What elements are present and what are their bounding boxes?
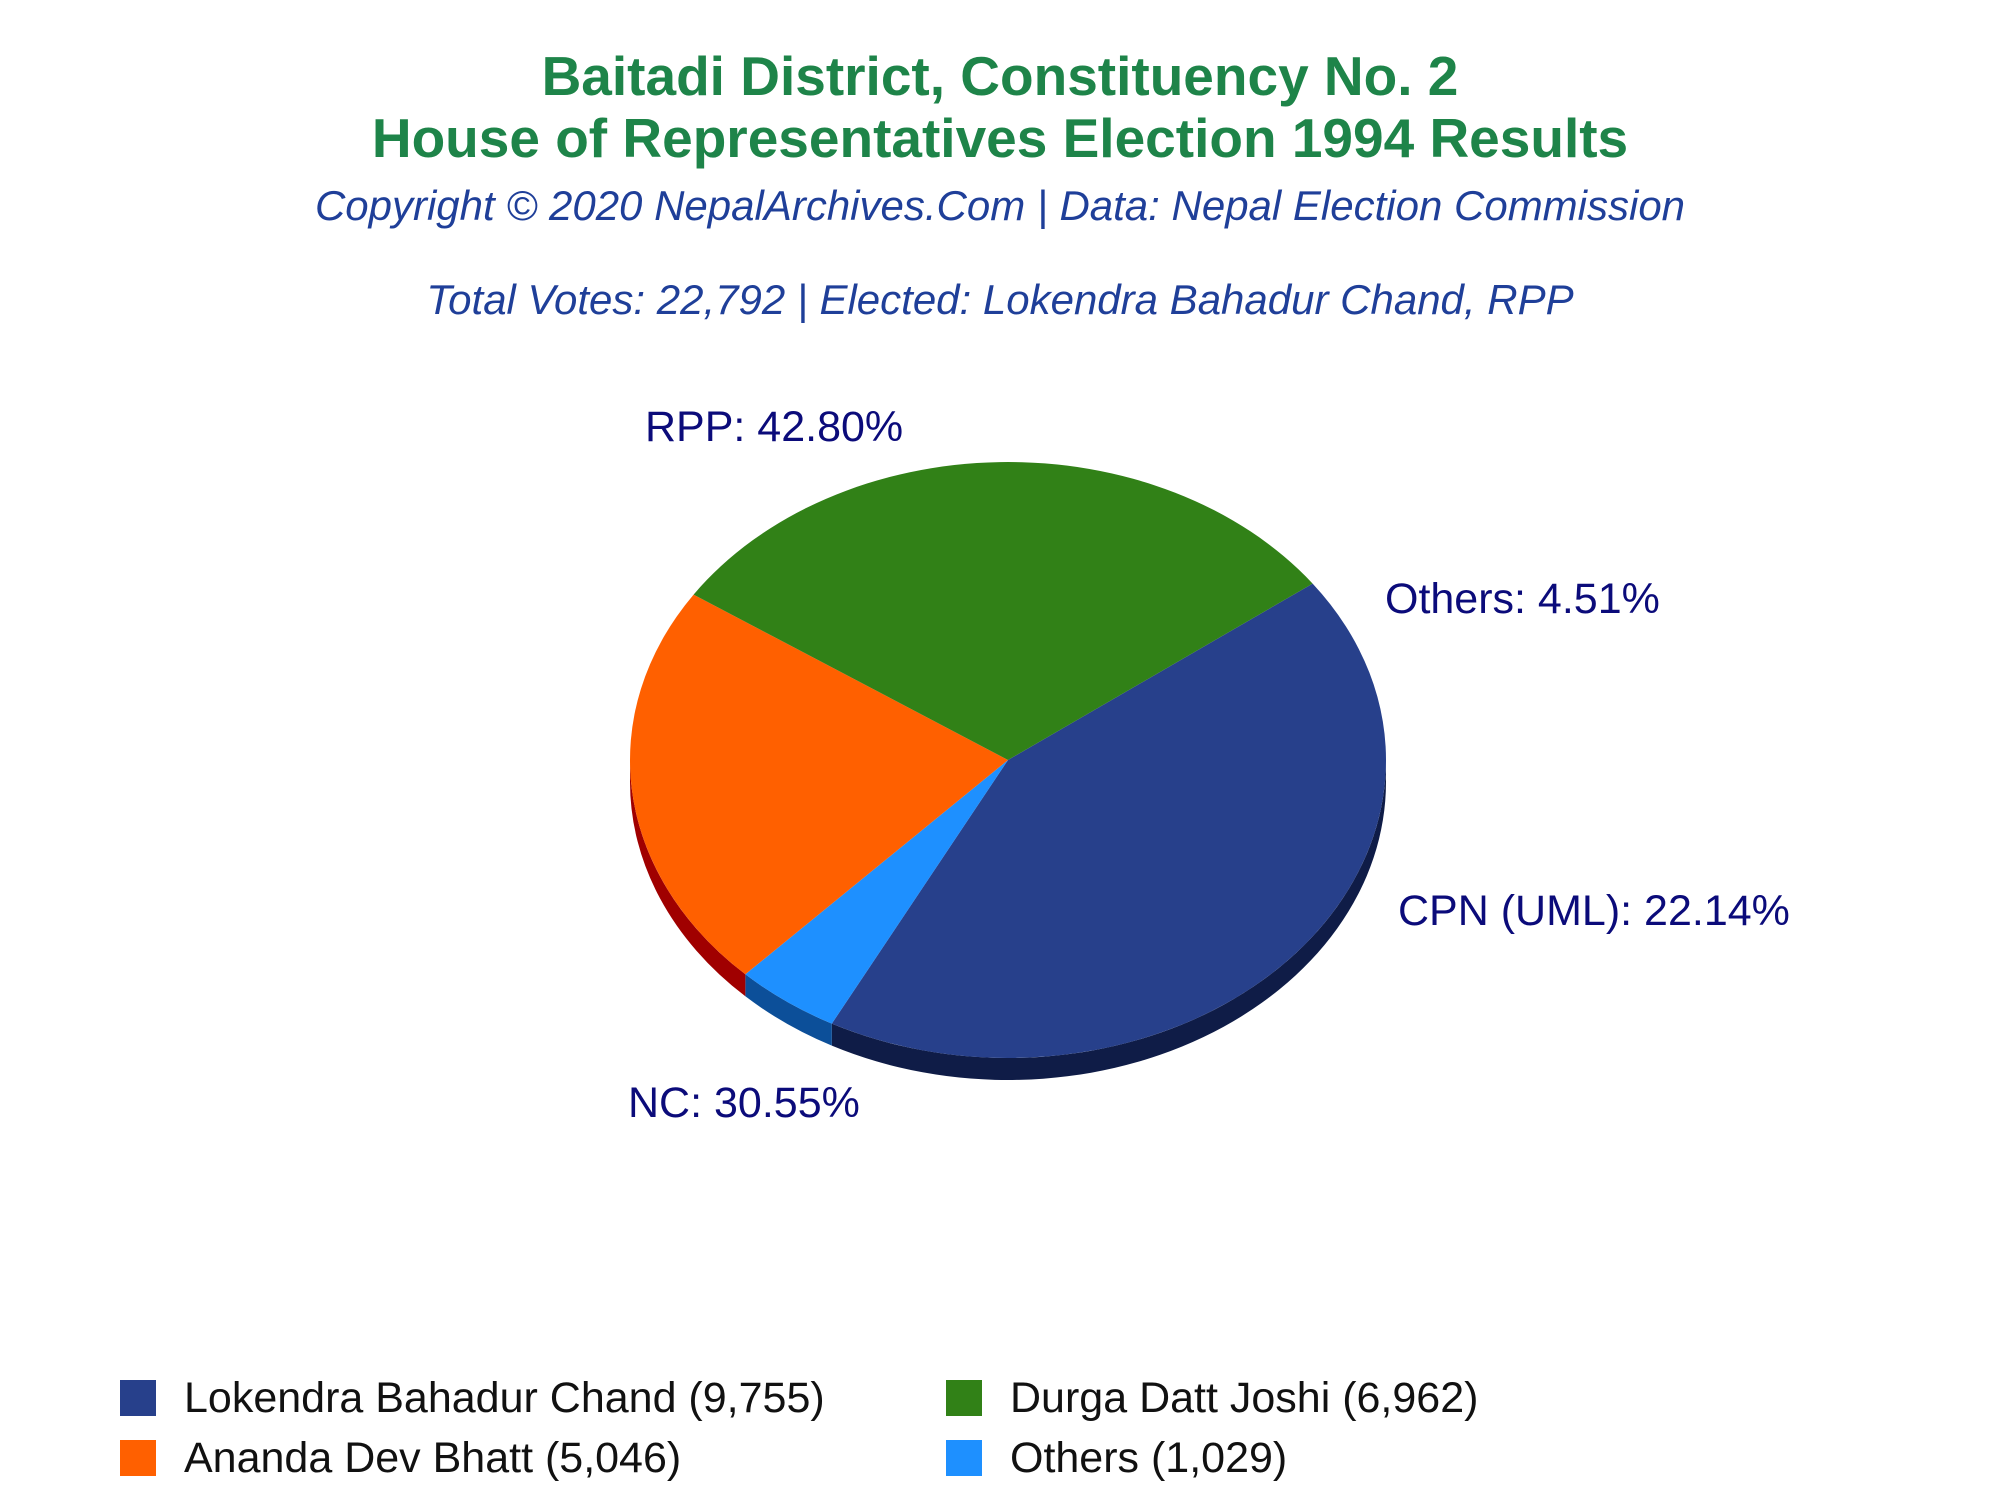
legend-swatch xyxy=(120,1380,156,1416)
legend-item: Ananda Dev Bhatt (5,046) xyxy=(120,1428,681,1488)
chart-title: Baitadi District, Constituency No. 2 xyxy=(541,45,1459,107)
summary-line: Total Votes: 22,792 | Elected: Lokendra … xyxy=(426,276,1574,323)
slice-label-cpn-uml: CPN (UML): 22.14% xyxy=(1398,887,1790,935)
legend-swatch xyxy=(120,1440,156,1476)
legend-swatch xyxy=(946,1380,982,1416)
slice-others-side xyxy=(745,974,832,1046)
legend-label: Ananda Dev Bhatt (5,046) xyxy=(184,1433,682,1482)
slice-label-rpp: RPP: 42.80% xyxy=(645,403,903,451)
legend-swatch xyxy=(946,1440,982,1476)
copyright-line: Copyright © 2020 NepalArchives.Com | Dat… xyxy=(314,182,1686,229)
slice-label-others: Others: 4.51% xyxy=(1385,575,1660,623)
legend-item: Lokendra Bahadur Chand (9,755) xyxy=(120,1368,825,1428)
slice-label-nc: NC: 30.55% xyxy=(628,1079,860,1127)
slice-nc xyxy=(693,462,1313,760)
pie-slices xyxy=(629,462,1386,1058)
legend-label: Others (1,029) xyxy=(1010,1433,1288,1482)
legend-item: Durga Datt Joshi (6,962) xyxy=(946,1368,1478,1428)
slice-others xyxy=(745,760,1008,1024)
legend-label: Durga Datt Joshi (6,962) xyxy=(1010,1373,1479,1422)
pie-depth xyxy=(630,760,1386,1081)
legend-item: Others (1,029) xyxy=(946,1428,1287,1488)
slice-rpp-side xyxy=(831,760,1386,1081)
chart-subtitle: House of Representatives Election 1994 R… xyxy=(371,107,1629,169)
slice-rpp xyxy=(831,583,1386,1058)
slice-cpn-uml-side xyxy=(630,760,746,997)
legend-label: Lokendra Bahadur Chand (9,755) xyxy=(184,1373,825,1422)
slice-cpn-uml xyxy=(629,594,1008,975)
